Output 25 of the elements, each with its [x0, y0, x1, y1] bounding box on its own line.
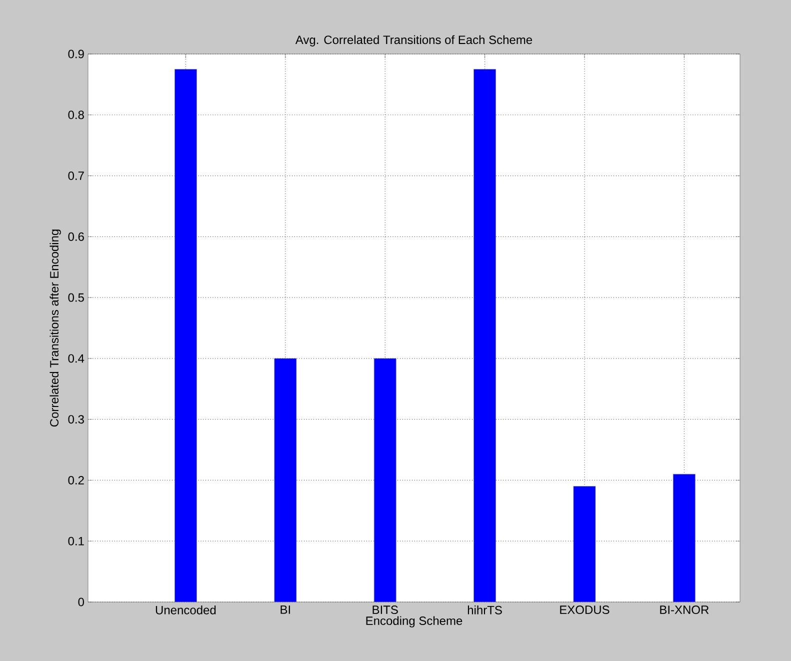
y-tick-label: 0.1	[68, 536, 84, 546]
x-tick-label: BI-XNOR	[660, 606, 709, 614]
x-tick-label: Unencoded	[156, 606, 216, 614]
y-tick-label: 0.3	[68, 415, 84, 424]
y-tick-label: 0.6	[68, 232, 84, 241]
x-tick-label: EXODUS	[560, 606, 610, 614]
y-axis-title: Correlated Transitions after Encoding	[50, 230, 61, 427]
chart-title: Avg. Correlated Transitions of Each Scheme	[295, 35, 532, 46]
y-tick-label: 0.5	[68, 293, 84, 302]
x-axis-title: Encoding Scheme	[366, 616, 462, 628]
bar	[374, 358, 396, 602]
y-tick-label: 0.4	[68, 354, 84, 363]
bar	[474, 69, 496, 602]
bar	[672, 474, 696, 602]
y-tick-label: 0.2	[68, 476, 84, 484]
bar	[573, 486, 596, 602]
y-tick-label: 0	[78, 598, 84, 606]
bar	[274, 358, 297, 602]
y-tick-label: 0.8	[68, 110, 84, 120]
bar	[174, 69, 197, 602]
y-tick-label: 0.9	[68, 50, 84, 58]
y-tick-label: 0.7	[68, 172, 84, 180]
x-tick-label: hihrTS	[468, 606, 502, 614]
x-tick-label: BITS	[372, 606, 398, 614]
x-tick-label: BI	[280, 606, 290, 614]
